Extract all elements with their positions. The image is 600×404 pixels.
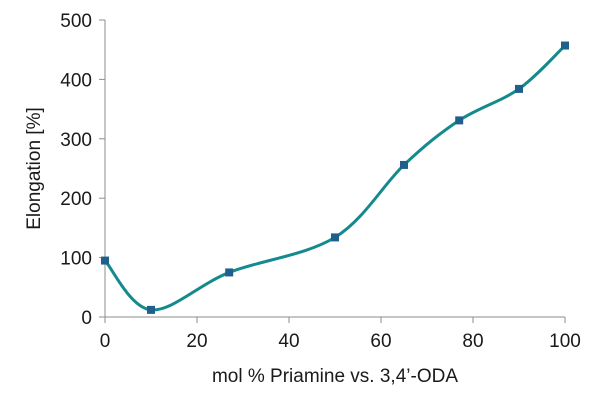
data-point-marker — [400, 160, 408, 169]
y-tick-label: 100 — [60, 249, 92, 270]
data-point-marker — [331, 233, 339, 242]
y-tick-label: 400 — [60, 70, 92, 91]
y-axis-title: Elongation [%] — [24, 107, 45, 230]
x-axis-title: mol % Priamine vs. 3,4’-ODA — [212, 366, 458, 387]
x-tick-label: 40 — [278, 331, 299, 352]
x-tick-label: 60 — [370, 331, 391, 352]
data-point-marker — [455, 116, 464, 125]
x-tick-label: 0 — [100, 331, 111, 352]
x-tick-label: 80 — [462, 331, 483, 352]
x-ticks: 0 20 40 60 80 100 — [100, 317, 581, 352]
y-tick-label: 200 — [60, 189, 92, 210]
data-point-marker — [101, 256, 109, 265]
y-tick-label: 300 — [60, 130, 92, 151]
x-tick-label: 100 — [549, 331, 581, 352]
data-markers — [101, 41, 569, 314]
y-tick-label: 0 — [81, 308, 92, 329]
x-tick-label: 20 — [186, 331, 207, 352]
axes: 0 100 200 300 400 500 0 20 40 60 80 100 — [60, 11, 581, 352]
data-point-marker — [225, 268, 234, 277]
data-point-marker — [561, 41, 569, 50]
data-point-marker — [515, 84, 523, 93]
y-ticks: 0 100 200 300 400 500 — [60, 11, 105, 329]
series-line — [103, 44, 567, 312]
y-tick-label: 500 — [60, 11, 92, 32]
data-point-marker — [147, 305, 155, 314]
